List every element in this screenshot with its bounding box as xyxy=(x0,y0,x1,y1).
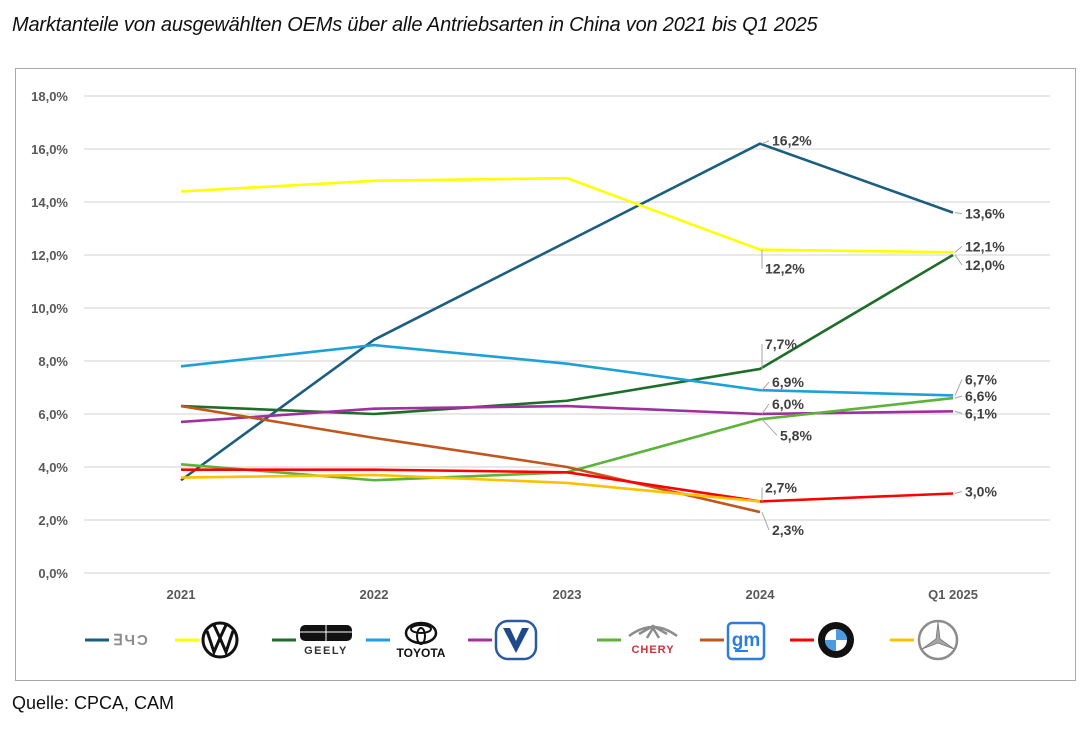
y-tick-label: 0,0% xyxy=(38,566,68,581)
series-lines xyxy=(180,142,954,514)
legend-item-geely: GEELY xyxy=(272,625,352,657)
x-axis-ticks: 2021 2022 2023 2024 Q1 2025 xyxy=(167,587,978,602)
legend-item-toyota: TOYOTA xyxy=(366,621,446,660)
y-tick-label: 4,0% xyxy=(38,460,68,475)
data-label: 12,0% xyxy=(965,257,1005,273)
y-tick-label: 16,0% xyxy=(31,142,68,157)
svg-text:∃ЧƆ: ∃ЧƆ xyxy=(113,632,150,649)
data-label: 16,2% xyxy=(772,133,812,149)
vw-logo-icon xyxy=(201,621,239,659)
x-tick-label: 2021 xyxy=(167,587,196,602)
data-label: 6,6% xyxy=(965,388,997,404)
y-tick-label: 8,0% xyxy=(38,354,68,369)
label-leader-line xyxy=(954,212,963,215)
series-line-toyota xyxy=(180,343,954,397)
y-tick-label: 18,0% xyxy=(31,89,68,104)
data-label: 6,7% xyxy=(965,371,997,387)
label-leader-line xyxy=(954,395,963,399)
data-label: 3,0% xyxy=(965,484,997,500)
data-label: 2,7% xyxy=(765,479,797,495)
y-tick-label: 14,0% xyxy=(31,195,68,210)
data-label: 6,9% xyxy=(772,374,804,390)
label-leader-line xyxy=(954,254,963,266)
y-tick-label: 2,0% xyxy=(38,513,68,528)
label-leader-line xyxy=(761,511,770,531)
chart-title: Marktanteile von ausgewählten OEMs über … xyxy=(12,14,818,36)
toyota-logo-icon: TOYOTA xyxy=(397,621,446,660)
data-label: 12,2% xyxy=(765,261,805,277)
gm-logo-icon: gm xyxy=(726,621,766,661)
x-tick-label: Q1 2025 xyxy=(928,587,978,602)
legend-item-volkswagen xyxy=(175,621,239,659)
data-label: 13,6% xyxy=(965,206,1005,222)
source-note: Quelle: CPCA, CAM xyxy=(12,693,175,713)
label-leader-line xyxy=(954,491,963,494)
legend-item-byd: ∃ЧƆ xyxy=(85,632,150,649)
legend-item-bmw xyxy=(790,622,854,658)
svg-text:TOYOTA: TOYOTA xyxy=(397,646,446,660)
bmw-logo-icon xyxy=(818,622,854,658)
x-tick-label: 2024 xyxy=(746,587,776,602)
data-label: 7,7% xyxy=(765,336,797,352)
legend: ∃ЧƆ GEELY TOYOTA CHERY gm xyxy=(85,619,959,661)
y-tick-label: 12,0% xyxy=(31,248,68,263)
legend-item-changan xyxy=(468,619,538,661)
data-label: 6,0% xyxy=(772,396,804,412)
svg-text:CHERY: CHERY xyxy=(631,644,674,656)
x-tick-label: 2022 xyxy=(360,587,389,602)
chery-logo-icon: CHERY xyxy=(628,624,678,656)
data-labels: 16,2% 13,6% 12,2% 12,1% 7,7% 12,0% 6,9% 6,7% 6,0… xyxy=(761,133,1005,538)
legend-item-gm: gm xyxy=(700,621,766,661)
geely-logo-icon: GEELY xyxy=(300,625,352,657)
y-tick-label: 6,0% xyxy=(38,407,68,422)
gridlines xyxy=(84,95,1050,574)
series-line-geely xyxy=(180,253,954,416)
data-label: 2,3% xyxy=(772,522,804,538)
legend-item-mercedes-benz xyxy=(890,619,959,661)
series-line-gm xyxy=(180,404,761,514)
label-leader-line xyxy=(954,379,963,396)
data-label: 5,8% xyxy=(780,427,812,443)
byd-logo-icon: ∃ЧƆ xyxy=(113,632,150,649)
label-leader-line xyxy=(761,140,770,145)
label-leader-line xyxy=(761,418,778,436)
label-leader-line xyxy=(954,245,963,253)
changan-logo-icon xyxy=(494,619,538,661)
chart-frame xyxy=(15,68,1076,681)
data-label: 12,1% xyxy=(965,238,1005,254)
y-axis-ticks: 0,0% 2,0% 4,0% 6,0% 8,0% 10,0% 12,0% 14,0% 16,0%… xyxy=(31,89,68,581)
mercedes-logo-icon xyxy=(917,619,959,661)
y-tick-label: 10,0% xyxy=(31,301,68,316)
svg-text:GEELY: GEELY xyxy=(304,645,348,657)
data-label: 6,1% xyxy=(965,405,997,421)
label-leader-line xyxy=(954,410,963,414)
series-line-byd xyxy=(180,142,954,482)
series-line-mercedes-benz xyxy=(180,473,761,503)
label-leader-line xyxy=(761,403,770,415)
svg-text:gm: gm xyxy=(732,630,761,651)
legend-item-chery: CHERY xyxy=(597,624,678,656)
label-leader-line xyxy=(761,381,770,391)
x-tick-label: 2023 xyxy=(553,587,582,602)
